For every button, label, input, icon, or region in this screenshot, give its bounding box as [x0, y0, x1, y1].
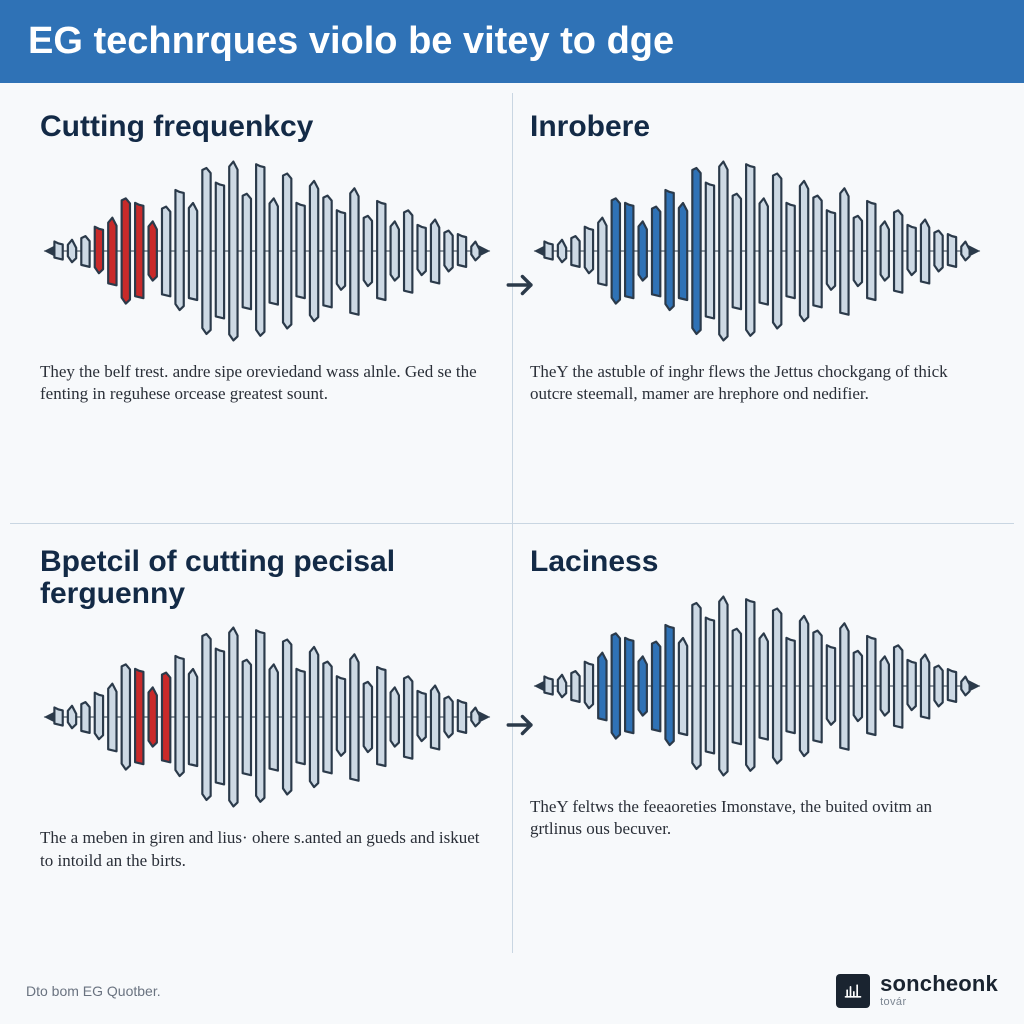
waveform: [530, 586, 984, 786]
panel-title: Cutting frequenkcy: [40, 111, 494, 143]
brand-sub: továr: [880, 997, 998, 1008]
banner: EG technrques violo be vitey to dge: [0, 0, 1024, 83]
panel-caption: The a meben in giren and lius· ohere s.a…: [40, 827, 494, 873]
panel-bottom-left: Bpetcil of cutting pecisal ferguenny The…: [22, 528, 512, 963]
panel-title: Inrobere: [530, 111, 984, 143]
footer-note: Dto bom EG Quotber.: [26, 983, 161, 999]
panel-top-right: Inrobere TheY the astuble of inghr flews…: [512, 93, 1002, 528]
brand-name: soncheonk: [880, 973, 998, 995]
panel-title: Laciness: [530, 546, 984, 578]
panel-caption: They the belf trest. andre sipe orevieda…: [40, 361, 494, 407]
panel-top-left: Cutting frequenkcy They the belf trest. …: [22, 93, 512, 528]
waveform: [530, 151, 984, 351]
brand: soncheonk továr: [836, 973, 998, 1008]
page: EG technrques violo be vitey to dge Cutt…: [0, 0, 1024, 1024]
waveform: [40, 617, 494, 817]
panel-title: Bpetcil of cutting pecisal ferguenny: [40, 546, 494, 609]
brand-text: soncheonk továr: [880, 973, 998, 1008]
panel-bottom-right: Laciness TheY feltws the feeaoreties Imo…: [512, 528, 1002, 963]
banner-title: EG technrques violo be vitey to dge: [28, 20, 674, 62]
panel-caption: TheY feltws the feeaoreties Imonstave, t…: [530, 796, 984, 842]
arrow-right-icon: [504, 708, 538, 742]
panel-grid: Cutting frequenkcy They the belf trest. …: [0, 83, 1024, 963]
arrow-right-icon: [504, 268, 538, 302]
brand-logo-icon: [836, 974, 870, 1008]
waveform: [40, 151, 494, 351]
panel-caption: TheY the astuble of inghr flews the Jett…: [530, 361, 984, 407]
footer: Dto bom EG Quotber. soncheonk továr: [0, 963, 1024, 1024]
